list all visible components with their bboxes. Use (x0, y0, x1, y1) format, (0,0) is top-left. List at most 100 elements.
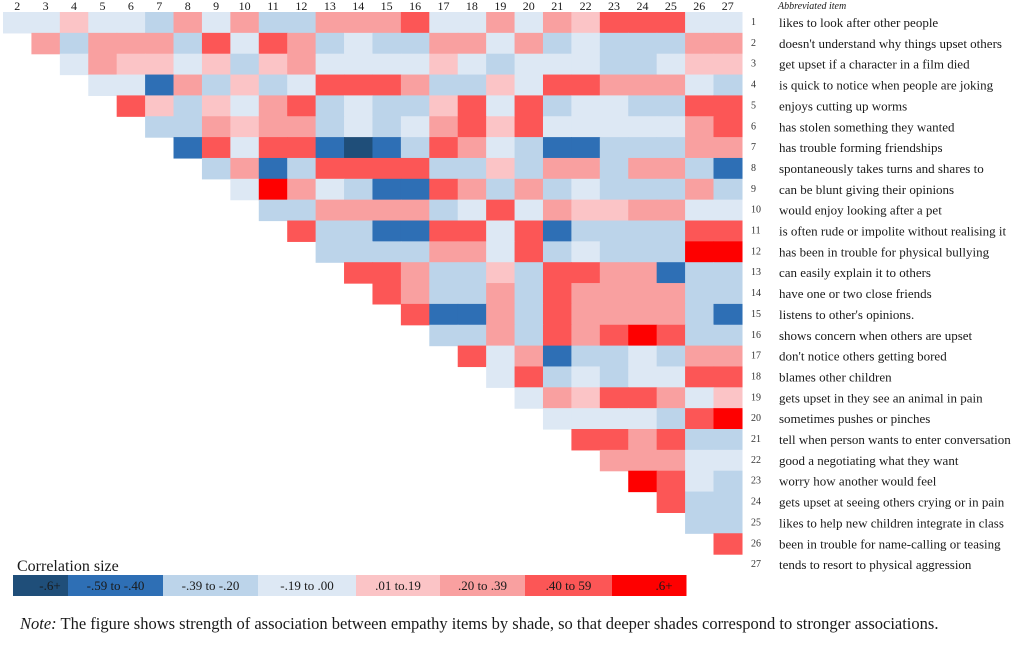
heatmap-cell-r11-c14 (344, 220, 374, 242)
heatmap-cell-r18-c26 (685, 366, 715, 388)
heatmap-cell-r3-c21 (542, 53, 572, 76)
item-label-25: likes to help new children integrate in … (779, 515, 1004, 530)
heatmap-cell-r16-c18 (457, 324, 487, 347)
item-label-16: shows concern when others are upset (779, 328, 973, 343)
heatmap-cell-r5-c9 (201, 95, 231, 117)
heatmap-cell-r11-c19 (486, 220, 516, 242)
heatmap-cell-r9-c15 (372, 178, 402, 201)
heatmap-cell-r1-c9 (201, 12, 231, 34)
heatmap-cell-r7-c27 (713, 137, 743, 159)
heatmap-cell-r18-c23 (599, 366, 629, 388)
heatmap-cell-r21-c23 (599, 429, 629, 451)
heatmap-cell-r11-c21 (542, 220, 572, 242)
heatmap-cell-r18-c27 (713, 366, 743, 388)
heatmap-cell-r14-c20 (514, 283, 544, 305)
heatmap-cell-r6-c18 (457, 116, 487, 138)
figure-note: Note: The figure shows strength of assoc… (20, 613, 1005, 634)
heatmap-cell-r8-c25 (656, 157, 686, 180)
heatmap-cell-r19-c23 (599, 387, 629, 409)
item-label-3: get upset if a character in a film died (779, 57, 970, 72)
heatmap-cell-r2-c6 (116, 32, 146, 55)
heatmap-cell-r9-c21 (542, 178, 572, 201)
heatmap-cell-r24-c26 (685, 491, 715, 513)
legend-swatch-b1 (258, 575, 357, 596)
heatmap-cell-r13-c25 (656, 262, 686, 284)
item-label-17: don't notice others getting bored (779, 349, 947, 364)
heatmap-cell-r5-c15 (372, 95, 402, 117)
heatmap-cell-r5-c7 (145, 95, 175, 117)
heatmap-cell-r9-c24 (628, 178, 658, 201)
heatmap-cell-r5-c26 (685, 95, 715, 117)
heatmap-cell-r11-c17 (429, 220, 459, 242)
legend-swatch-r2 (440, 575, 526, 596)
heatmap-cell-r1-c21 (542, 12, 572, 34)
legend: -.6+ -.59 to -.40 -.39 to -.20 -.19 to .00.… (13, 575, 687, 596)
heatmap-cell-r5-c12 (287, 95, 317, 117)
heatmap-cell-r13-c21 (542, 262, 572, 284)
heatmap-cell-r3-c4 (59, 53, 89, 76)
heatmap-cell-r10-c16 (400, 199, 430, 222)
heatmap-cell-r17-c22 (571, 345, 601, 368)
heatmap-cell-r3-c25 (656, 53, 686, 76)
column-label-24: 24 (636, 0, 648, 13)
heatmap-cell-r2-c21 (542, 32, 572, 55)
heatmap-cell-r13-c16 (400, 262, 430, 284)
heatmap-cell-r9-c25 (656, 178, 686, 201)
heatmap-cell-r5-c10 (230, 95, 260, 117)
heatmap-cell-r16-c25 (656, 324, 686, 347)
item-label-12: has been in trouble for physical bullyin… (779, 244, 990, 259)
item-number-6: 6 (751, 121, 756, 132)
heatmap-cell-r1-c24 (628, 12, 658, 34)
heatmap-cell-r14-c19 (486, 283, 516, 305)
heatmap-cell-r8-c17 (429, 157, 459, 180)
heatmap-cell-r9-c19 (486, 178, 516, 201)
heatmap-cell-r9-c17 (429, 178, 459, 201)
item-label-18: blames other children (779, 369, 892, 384)
heatmap-cell-r2-c23 (599, 32, 629, 55)
column-label-16: 16 (409, 0, 421, 13)
heatmap-cell-r1-c3 (31, 12, 61, 34)
column-label-19: 19 (494, 0, 506, 13)
heatmap-cell-r22-c26 (685, 449, 715, 472)
heatmap-cell-r15-c16 (400, 303, 430, 326)
column-label-21: 21 (551, 0, 563, 13)
heatmap-cell-r9-c23 (599, 178, 629, 201)
item-number-25: 25 (751, 517, 761, 528)
heatmap-cell-r10-c25 (656, 199, 686, 222)
item-label-8: spontaneously takes turns and shares to (779, 161, 984, 176)
heatmap-cell-r8-c9 (201, 157, 231, 180)
column-label-26: 26 (693, 0, 705, 13)
heatmap-cell-r1-c27 (713, 12, 743, 34)
heatmap-cell-r17-c21 (542, 345, 572, 368)
heatmap-cell-r19-c20 (514, 387, 544, 409)
heatmap-cell-r17-c25 (656, 345, 686, 368)
column-label-7: 7 (156, 0, 162, 13)
heatmap-cell-r3-c19 (486, 53, 516, 76)
heatmap-cell-r23-c25 (656, 470, 686, 493)
heatmap-cell-r2-c17 (429, 32, 459, 55)
heatmap-cell-r8-c11 (258, 157, 288, 180)
heatmap-cell-r20-c23 (599, 408, 629, 430)
heatmap-cell-r7-c12 (287, 137, 317, 159)
heatmap-cell-r5-c8 (173, 95, 203, 117)
heatmap-cell-r18-c21 (542, 366, 572, 388)
heatmap-cell-r7-c14 (344, 137, 374, 159)
heatmap-cell-r12-c15 (372, 241, 402, 263)
heatmap-cell-r2-c16 (400, 32, 430, 55)
heatmap-cell-r6-c26 (685, 116, 715, 138)
heatmap-cell-r14-c26 (685, 283, 715, 305)
heatmap-cell-r19-c21 (542, 387, 572, 409)
heatmap-cell-r2-c15 (372, 32, 402, 55)
heatmap-cell-r6-c15 (372, 116, 402, 138)
heatmap-cell-r15-c24 (628, 303, 658, 326)
heatmap-cell-r24-c27 (713, 491, 743, 513)
legend-swatch-r4 (612, 575, 687, 596)
heatmap-cell-r7-c16 (400, 137, 430, 159)
heatmap-cell-r16-c19 (486, 324, 516, 347)
item-number-12: 12 (751, 246, 761, 257)
legend-label-r3: .40 to 59 (546, 578, 592, 593)
heatmap-cell-r1-c17 (429, 12, 459, 34)
heatmap-cell-r2-c20 (514, 32, 544, 55)
heatmap-cell-r1-c14 (344, 12, 374, 34)
item-label-21: tell when person wants to enter conversa… (779, 432, 1011, 447)
